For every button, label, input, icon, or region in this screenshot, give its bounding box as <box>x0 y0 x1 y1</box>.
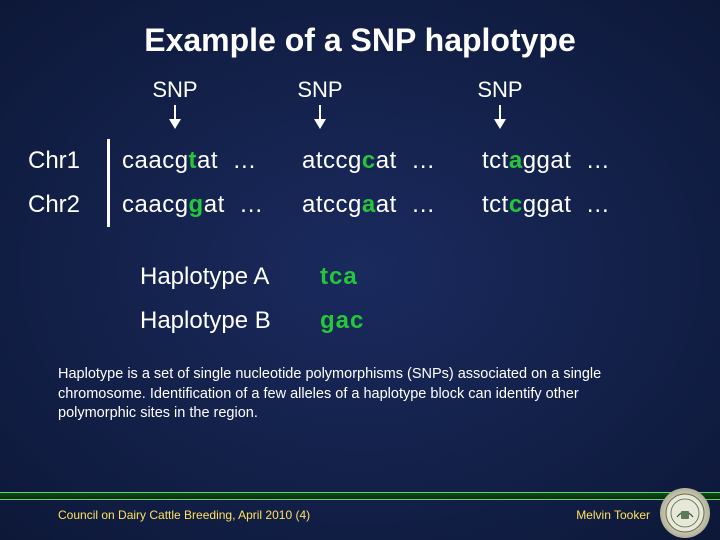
sequence-cell: atccgaat … <box>290 191 470 219</box>
table-row: Chr1 caacgtat … atccgcat … tctaggat … <box>28 139 720 183</box>
snp-nucleotide: c <box>362 147 376 174</box>
footer-divider <box>0 492 720 500</box>
haplotype-label: Haplotype B <box>140 307 320 335</box>
snp-nucleotide: a <box>362 191 376 218</box>
snp-nucleotide: c <box>509 191 523 218</box>
haplotype-label: Haplotype A <box>140 263 320 291</box>
snp-header-col: SNP <box>410 77 590 129</box>
haplotype-row: Haplotype B gac <box>140 299 720 343</box>
usda-logo-icon <box>660 488 710 538</box>
slide-footer: Council on Dairy Cattle Breeding, April … <box>0 492 720 540</box>
snp-nucleotide: g <box>189 191 204 218</box>
snp-nucleotide: t <box>189 147 198 174</box>
arrow-down-icon <box>168 105 182 129</box>
sequence-cell: caacgtat … <box>110 147 290 175</box>
sequence-cell: tctaggat … <box>470 147 650 175</box>
definition-text: Haplotype is a set of single nucleotide … <box>58 365 660 424</box>
table-row: Chr2 caacggat … atccgaat … tctcggat … <box>28 183 720 227</box>
sequence-cell: tctcggat … <box>470 191 650 219</box>
snp-header-col: SNP <box>120 77 230 129</box>
sequence-cell: atccgcat … <box>290 147 470 175</box>
snp-header-label: SNP <box>477 77 522 103</box>
snp-header-col: SNP <box>230 77 410 129</box>
snp-header-label: SNP <box>297 77 342 103</box>
sequence-cell: caacggat … <box>110 191 290 219</box>
chromosome-label: Chr1 <box>28 139 110 183</box>
haplotype-row: Haplotype A tca <box>140 255 720 299</box>
footer-author: Melvin Tooker <box>576 508 650 522</box>
footer-source: Council on Dairy Cattle Breeding, April … <box>58 508 310 522</box>
snp-nucleotide: a <box>509 147 523 174</box>
haplotype-value: gac <box>320 307 364 335</box>
chromosome-table: Chr1 caacgtat … atccgcat … tctaggat … Ch… <box>28 139 720 227</box>
haplotype-value: tca <box>320 263 358 291</box>
snp-header-label: SNP <box>152 77 197 103</box>
arrow-down-icon <box>493 105 507 129</box>
haplotype-section: Haplotype A tca Haplotype B gac <box>140 255 720 343</box>
arrow-down-icon <box>313 105 327 129</box>
chromosome-label: Chr2 <box>28 183 110 227</box>
snp-header-row: SNP SNP SNP <box>120 77 720 129</box>
slide-title: Example of a SNP haplotype <box>0 0 720 77</box>
